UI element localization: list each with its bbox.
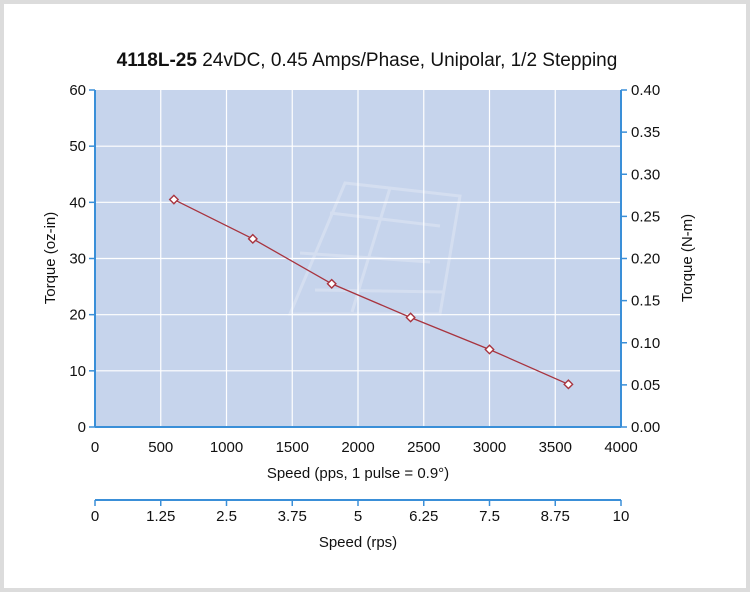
data-point — [563, 379, 574, 390]
y-right-tick-label: 0.00 — [631, 419, 660, 436]
grid-lines — [95, 90, 621, 427]
data-point — [484, 344, 495, 355]
y-left-tick-label: 30 — [69, 251, 86, 268]
x-axis-title: Speed (pps, 1 pulse = 0.9°) — [267, 465, 449, 482]
x-secondary-tick-label: 1.25 — [146, 508, 175, 525]
series-layer — [168, 194, 574, 390]
data-point — [326, 278, 337, 289]
y-left-axis-title: Torque (oz-in) — [42, 212, 59, 305]
x-secondary-tick-label: 10 — [613, 508, 630, 525]
y-right-tick-label: 0.15 — [631, 293, 660, 310]
y-left-tick-label: 40 — [69, 194, 86, 211]
y-left-tick-label: 50 — [69, 138, 86, 155]
chart-title-rest: 24vDC, 0.45 Amps/Phase, Unipolar, 1/2 St… — [197, 50, 617, 71]
data-point — [247, 233, 258, 245]
x-tick-label: 2500 — [407, 439, 440, 456]
x-secondary-tick-label: 2.5 — [216, 508, 237, 525]
x-tick-label: 3000 — [473, 439, 506, 456]
x-tick-label: 500 — [148, 439, 173, 456]
chart-title: 4118L-25 24vDC, 0.45 Amps/Phase, Unipola… — [117, 50, 618, 71]
y-right-tick-label: 0.25 — [631, 208, 660, 225]
x-tick-label: 2000 — [341, 439, 374, 456]
x-secondary-tick-label: 5 — [354, 508, 362, 525]
axes — [89, 89, 627, 506]
x-secondary-tick-label: 6.25 — [409, 508, 438, 525]
y-right-tick-label: 0.10 — [631, 335, 660, 352]
series-line — [173, 198, 569, 385]
x-secondary-tick-label: 8.75 — [541, 508, 570, 525]
x-tick-label: 0 — [91, 439, 99, 456]
x-tick-label: 1000 — [210, 439, 243, 456]
y-right-tick-label: 0.40 — [631, 82, 660, 99]
y-right-tick-label: 0.05 — [631, 377, 660, 394]
y-right-tick-label: 0.30 — [631, 166, 660, 183]
y-left-tick-label: 10 — [69, 363, 86, 380]
y-right-axis-title: Torque (N-m) — [679, 214, 696, 302]
tick-labels: 0 500 1000 1500 2000 2500 3000 3500 400001020304… — [69, 82, 660, 525]
x-secondary-tick-label: 3.75 — [278, 508, 307, 525]
x-tick-label: 1500 — [276, 439, 309, 456]
x-secondary-tick-label: 7.5 — [479, 508, 500, 525]
data-point — [168, 194, 180, 205]
y-right-tick-label: 0.35 — [631, 124, 660, 141]
y-left-tick-label: 60 — [69, 82, 86, 99]
x-tick-label: 3500 — [539, 439, 572, 456]
x-tick-label: 4000 — [604, 439, 637, 456]
y-left-tick-label: 0 — [78, 419, 86, 436]
x-secondary-tick-label: 0 — [91, 508, 99, 525]
y-left-tick-label: 20 — [69, 307, 86, 324]
x-secondary-axis-title: Speed (rps) — [319, 534, 397, 551]
chart-title-bold: 4118L-25 — [117, 50, 198, 71]
data-point — [405, 312, 416, 323]
y-right-tick-label: 0.20 — [631, 251, 660, 268]
